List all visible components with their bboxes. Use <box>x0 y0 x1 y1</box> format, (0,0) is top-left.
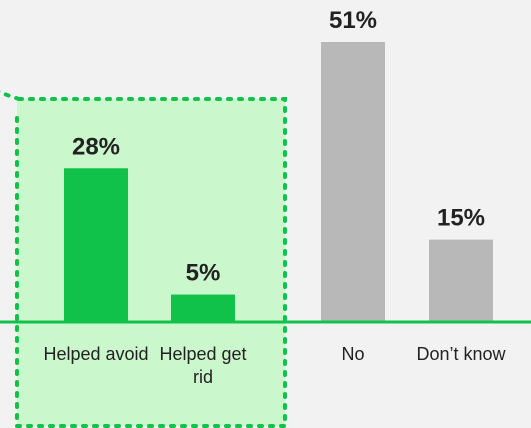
bar-0 <box>64 168 128 322</box>
category-label-3: Don’t know <box>416 344 506 364</box>
bar-value-label-1: 5% <box>186 260 221 287</box>
category-label-1: Helped get rid <box>159 344 247 387</box>
bar-value-label-0: 28% <box>72 133 120 160</box>
category-label-0: Helped avoid <box>43 344 149 364</box>
bar-2 <box>321 42 385 322</box>
bar-value-label-2: 51% <box>329 7 377 34</box>
bar-value-label-3: 15% <box>437 205 485 232</box>
bar-3 <box>429 239 493 322</box>
bar-1 <box>171 294 235 322</box>
category-label-2: No <box>341 344 365 364</box>
